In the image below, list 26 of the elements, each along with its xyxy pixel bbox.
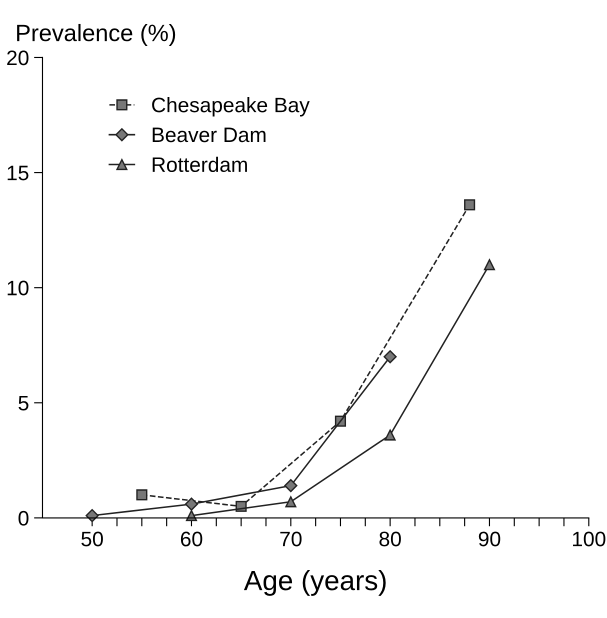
- y-axis-title: Prevalence (%): [17, 24, 176, 46]
- point: [285, 496, 296, 508]
- legend-label: Rotterdam: [152, 156, 247, 172]
- point: [484, 259, 496, 270]
- x-tick-label: 50: [81, 532, 103, 546]
- legend-label: Beaver Dam: [152, 128, 266, 142]
- y-tick-label: 5: [18, 396, 28, 411]
- point: [284, 479, 298, 492]
- y-tick-label: 10: [8, 280, 28, 296]
- x-tick-label: 90: [478, 532, 500, 546]
- y-tick-label: 20: [7, 50, 28, 66]
- point: [186, 510, 198, 522]
- x-tick-label: 80: [379, 532, 401, 546]
- legend-label: Chesapeake Bay: [152, 97, 310, 116]
- point: [86, 508, 99, 522]
- x-tick-label: 70: [280, 532, 302, 546]
- x-axis-title: Age (years): [244, 570, 386, 596]
- y-tick-label: 0: [18, 510, 28, 526]
- point: [464, 199, 476, 210]
- point: [384, 429, 396, 441]
- x-tick-label: 100: [573, 532, 606, 546]
- point: [136, 489, 148, 500]
- point: [184, 497, 198, 511]
- x-tick-label: 60: [180, 532, 202, 546]
- point: [384, 350, 397, 364]
- y-tick-label: 15: [8, 166, 28, 180]
